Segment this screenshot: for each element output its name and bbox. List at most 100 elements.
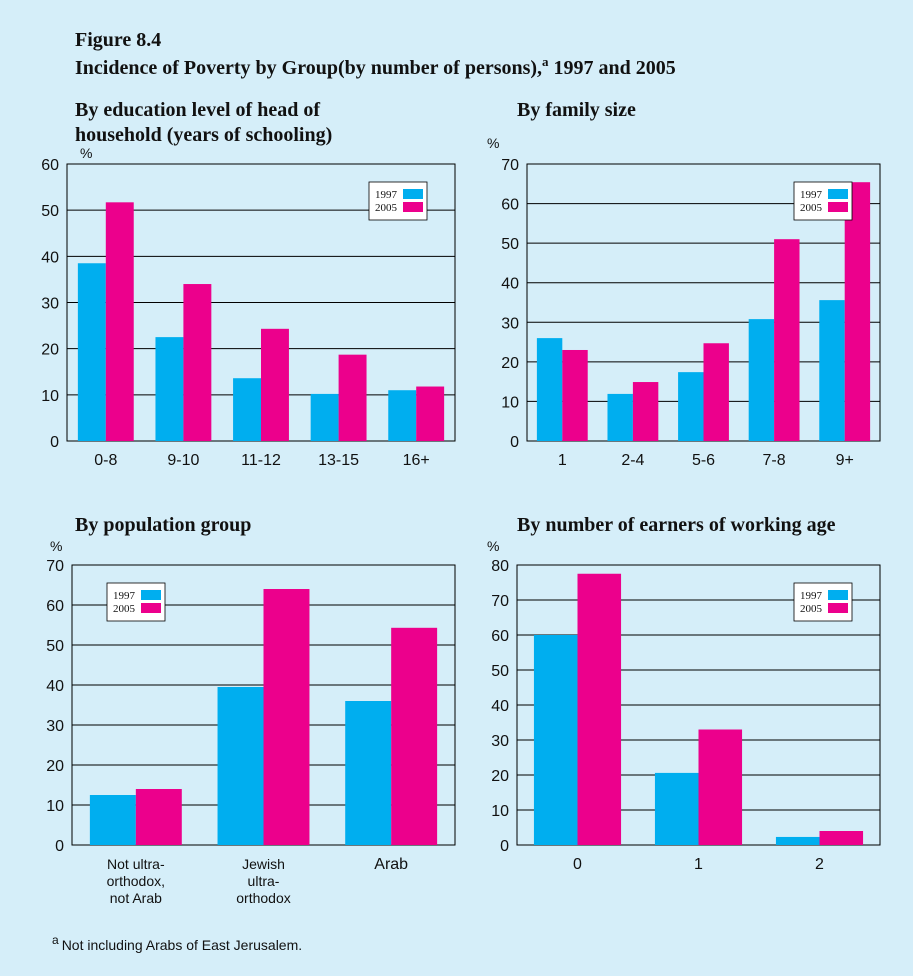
footnote: a Not including Arabs of East Jerusalem.: [52, 933, 302, 953]
bar: [748, 319, 775, 441]
bar: [105, 202, 134, 441]
x-tick-label-line: orthodox: [236, 890, 290, 906]
x-tick-label-line: Jewish: [242, 856, 285, 872]
y-tick-label: 40: [46, 678, 64, 695]
figure-label: Figure 8.4: [75, 29, 161, 51]
y-tick-label: 20: [491, 768, 509, 785]
x-tick-label-line: 13-15: [318, 452, 359, 469]
chart-title: By population group: [75, 514, 251, 536]
x-tick-label-line: 1: [694, 856, 703, 873]
legend-swatch: [828, 189, 848, 199]
y-axis-unit: %: [50, 538, 62, 554]
y-tick-label: 50: [46, 638, 64, 655]
y-tick-label: 10: [491, 803, 509, 820]
x-tick-label: 11-12: [241, 452, 281, 469]
bar: [577, 573, 622, 845]
legend-label: 1997: [800, 189, 823, 201]
bar: [338, 354, 367, 441]
bar: [774, 239, 800, 441]
y-tick-label: 30: [491, 733, 509, 750]
y-axis-unit: %: [80, 145, 92, 161]
legend-box: [793, 181, 853, 221]
title-text: Incidence of Poverty by Group(by number …: [75, 57, 542, 79]
x-tick-label-line: 16+: [403, 452, 430, 469]
y-tick-label: 40: [41, 249, 59, 266]
bar: [155, 337, 184, 441]
title-end: 1997 and 2005: [554, 57, 676, 79]
y-tick-label: 0: [510, 434, 519, 451]
x-tick-label-line: 0-8: [94, 452, 117, 469]
x-tick-label: Not ultra-orthodox, not Arab: [107, 856, 165, 906]
bar: [654, 772, 699, 845]
bar: [533, 635, 578, 845]
x-tick-label-line: 0: [573, 856, 582, 873]
x-tick-label: Arab: [374, 856, 408, 873]
legend-box: [106, 582, 166, 622]
x-tick-label-line: orthodox,: [107, 873, 165, 889]
x-tick-label: 1: [558, 452, 567, 469]
bar: [310, 393, 339, 441]
legend-label: 2005: [375, 202, 398, 214]
x-tick-label: 16+: [403, 452, 430, 469]
legend-swatch: [141, 590, 161, 600]
bar: [388, 390, 417, 441]
y-axis-unit: %: [487, 135, 499, 151]
bar: [703, 343, 729, 441]
legend-label: 1997: [113, 590, 136, 602]
chart-title: By education level of head of: [75, 99, 320, 121]
y-tick-label: 70: [46, 558, 64, 575]
y-tick-label: 20: [501, 355, 519, 372]
x-tick-label-line: Arab: [374, 856, 408, 873]
y-tick-label: 0: [55, 838, 64, 855]
bar: [217, 687, 264, 845]
bar: [183, 284, 212, 441]
bar: [416, 386, 445, 441]
y-tick-label: 30: [46, 718, 64, 735]
x-tick-label-line: 9+: [836, 452, 854, 469]
legend-label: 2005: [800, 202, 823, 214]
y-tick-label: 50: [491, 663, 509, 680]
legend-label: 1997: [375, 189, 398, 201]
bar: [607, 393, 633, 441]
x-tick-label: 2-4: [621, 452, 644, 469]
y-tick-label: 20: [46, 758, 64, 775]
legend-swatch: [403, 202, 423, 212]
legend-swatch: [828, 202, 848, 212]
chart-title: By family size: [517, 99, 636, 121]
x-tick-label: 5-6: [692, 452, 715, 469]
y-tick-label: 10: [46, 798, 64, 815]
bar: [77, 263, 106, 441]
legend-box: [793, 582, 853, 622]
chart-title: household (years of schooling): [75, 124, 332, 146]
x-tick-label: 1: [694, 856, 703, 873]
y-tick-label: 50: [41, 203, 59, 220]
footnote-marker: a: [52, 933, 59, 947]
x-tick-label-line: not Arab: [110, 890, 162, 906]
y-tick-label: 10: [501, 394, 519, 411]
bar: [844, 182, 871, 441]
x-tick-label: 2: [815, 856, 824, 873]
legend-swatch: [828, 603, 848, 613]
bar: [698, 729, 743, 845]
y-tick-label: 50: [501, 236, 519, 253]
figure-title: Incidence of Poverty by Group(by number …: [75, 54, 676, 79]
x-tick-label-line: Not ultra-: [107, 856, 165, 872]
y-tick-label: 30: [41, 296, 59, 313]
bar: [819, 300, 845, 441]
bar: [233, 378, 261, 441]
y-tick-label: 30: [501, 315, 519, 332]
bar: [135, 789, 182, 845]
title-note-marker: a: [542, 54, 549, 69]
legend-box: [368, 181, 428, 221]
x-tick-label-line: 11-12: [241, 452, 281, 469]
y-tick-label: 80: [491, 558, 509, 575]
x-tick-label-line: 2-4: [621, 452, 644, 469]
legend-label: 2005: [800, 603, 823, 615]
bar: [261, 328, 289, 441]
bar: [536, 338, 563, 441]
y-tick-label: 70: [501, 157, 519, 174]
y-tick-label: 0: [50, 434, 59, 451]
y-tick-label: 60: [491, 628, 509, 645]
legend-swatch: [828, 590, 848, 600]
